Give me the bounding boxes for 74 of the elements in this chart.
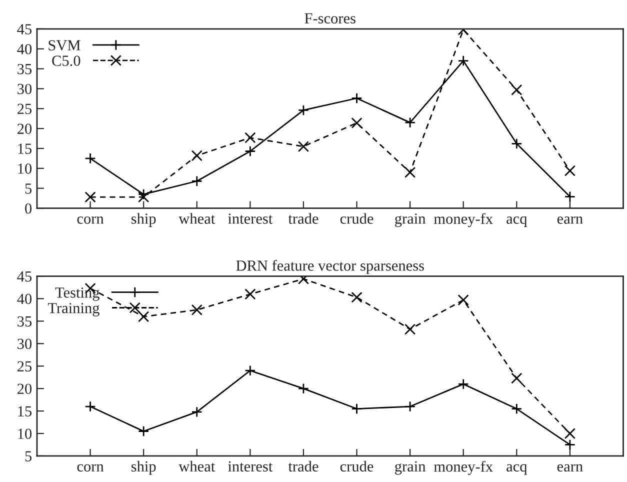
- point: [564, 428, 576, 440]
- y-tick-label: 45: [17, 24, 32, 34]
- point: [564, 439, 576, 450]
- x-tick-label: crude: [340, 213, 374, 224]
- point: [564, 191, 576, 202]
- x-tick-label: wheat: [178, 213, 216, 224]
- point: [404, 166, 416, 178]
- y-tick-label: 25: [18, 361, 32, 372]
- y-tick-label: 5: [25, 184, 32, 194]
- y-tick-label: 10: [18, 428, 32, 439]
- x-tick-label: grain: [395, 461, 426, 475]
- x-tick-label: money-fx: [434, 460, 493, 475]
- y-tick-label: 30: [18, 84, 32, 94]
- x-tick-label: interest: [228, 461, 273, 472]
- y-tick-label: 10: [18, 164, 32, 174]
- legend-label: SVM: [48, 40, 80, 51]
- point: [564, 165, 576, 176]
- point: [191, 304, 202, 316]
- point: [458, 378, 469, 390]
- y-tick-label: 20: [18, 384, 32, 394]
- x-tick-label: wheat: [178, 460, 216, 472]
- point: [84, 192, 96, 203]
- y-tick-label: 0: [25, 203, 32, 214]
- x-tick-label: interest: [228, 214, 273, 224]
- y-tick-label: 45: [17, 271, 32, 282]
- legend-label: Testing: [55, 287, 100, 301]
- point: [244, 288, 256, 300]
- x-tick-label: crude: [340, 460, 374, 472]
- y-tick-label: 40: [17, 294, 32, 304]
- point: [138, 311, 150, 322]
- x-tick-label: money-fx: [434, 213, 493, 228]
- point: [244, 132, 256, 144]
- x-tick-label: acq: [506, 216, 527, 227]
- y-tick-label: 20: [18, 124, 32, 134]
- point: [404, 324, 416, 335]
- point: [298, 382, 310, 394]
- y-tick-label: 15: [18, 406, 32, 416]
- point: [244, 146, 256, 157]
- x-tick-label: grain: [395, 214, 426, 227]
- chart-title: DRN feature vector sparseness: [236, 260, 424, 274]
- point: [458, 294, 469, 306]
- x-tick-label: trade: [288, 213, 318, 224]
- point: [351, 117, 362, 129]
- chart-title: F-scores: [304, 13, 356, 24]
- point: [191, 406, 202, 418]
- y-tick-label: 40: [17, 44, 32, 54]
- legend-label: Training: [48, 302, 100, 316]
- point: [84, 152, 96, 164]
- point: [191, 150, 202, 162]
- y-tick-label: 35: [18, 316, 32, 327]
- x-tick-label: acq: [506, 464, 527, 475]
- x-tick-label: corn: [77, 216, 104, 224]
- point: [84, 400, 96, 412]
- point: [511, 372, 522, 384]
- x-tick-label: trade: [288, 460, 318, 472]
- x-tick-label: corn: [77, 464, 104, 472]
- point: [138, 192, 150, 203]
- point: [351, 292, 362, 303]
- x-tick-label: earn: [557, 216, 583, 224]
- x-tick-label: earn: [557, 464, 583, 472]
- legend-label: C5.0: [52, 56, 80, 66]
- y-tick-label: 5: [25, 451, 32, 462]
- y-tick-label: 25: [18, 104, 32, 114]
- point: [298, 140, 310, 152]
- x-tick-label: ship: [131, 213, 156, 227]
- point: [191, 176, 202, 187]
- x-tick-label: ship: [131, 460, 156, 475]
- point: [404, 117, 416, 128]
- point: [298, 276, 310, 284]
- y-tick-label: 30: [18, 338, 32, 350]
- point: [244, 365, 256, 376]
- point: [511, 84, 522, 96]
- y-tick-label: 15: [18, 144, 32, 154]
- y-tick-label: 35: [18, 64, 32, 74]
